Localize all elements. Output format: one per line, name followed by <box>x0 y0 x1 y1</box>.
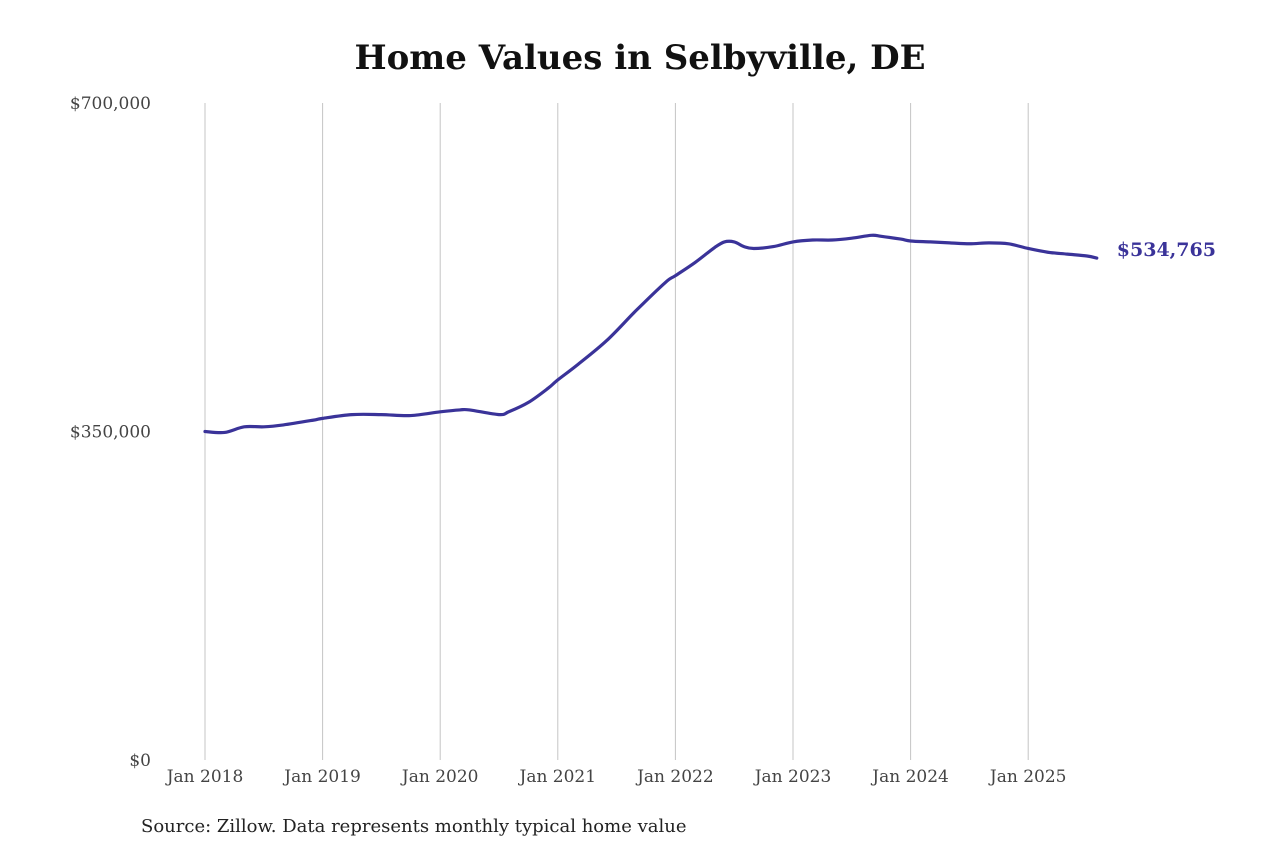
source-note: Source: Zillow. Data represents monthly … <box>141 816 687 837</box>
x-tick-label: Jan 2020 <box>400 767 479 787</box>
y-tick-label: $0 <box>129 751 151 771</box>
x-tick-label: Jan 2025 <box>988 767 1067 787</box>
x-tick-label: Jan 2019 <box>282 767 361 787</box>
chart-title: Home Values in Selbyville, DE <box>354 38 926 78</box>
x-tick-label: Jan 2023 <box>753 767 832 787</box>
x-tick-label: Jan 2024 <box>870 767 949 787</box>
end-value-label: $534,765 <box>1117 239 1216 261</box>
series-line <box>203 233 1099 435</box>
y-tick-label: $350,000 <box>70 423 151 443</box>
x-tick-label: Jan 2018 <box>165 767 244 787</box>
x-tick-label: Jan 2022 <box>635 767 714 787</box>
y-tick-label: $700,000 <box>70 94 151 114</box>
x-tick-label: Jan 2021 <box>518 767 597 787</box>
